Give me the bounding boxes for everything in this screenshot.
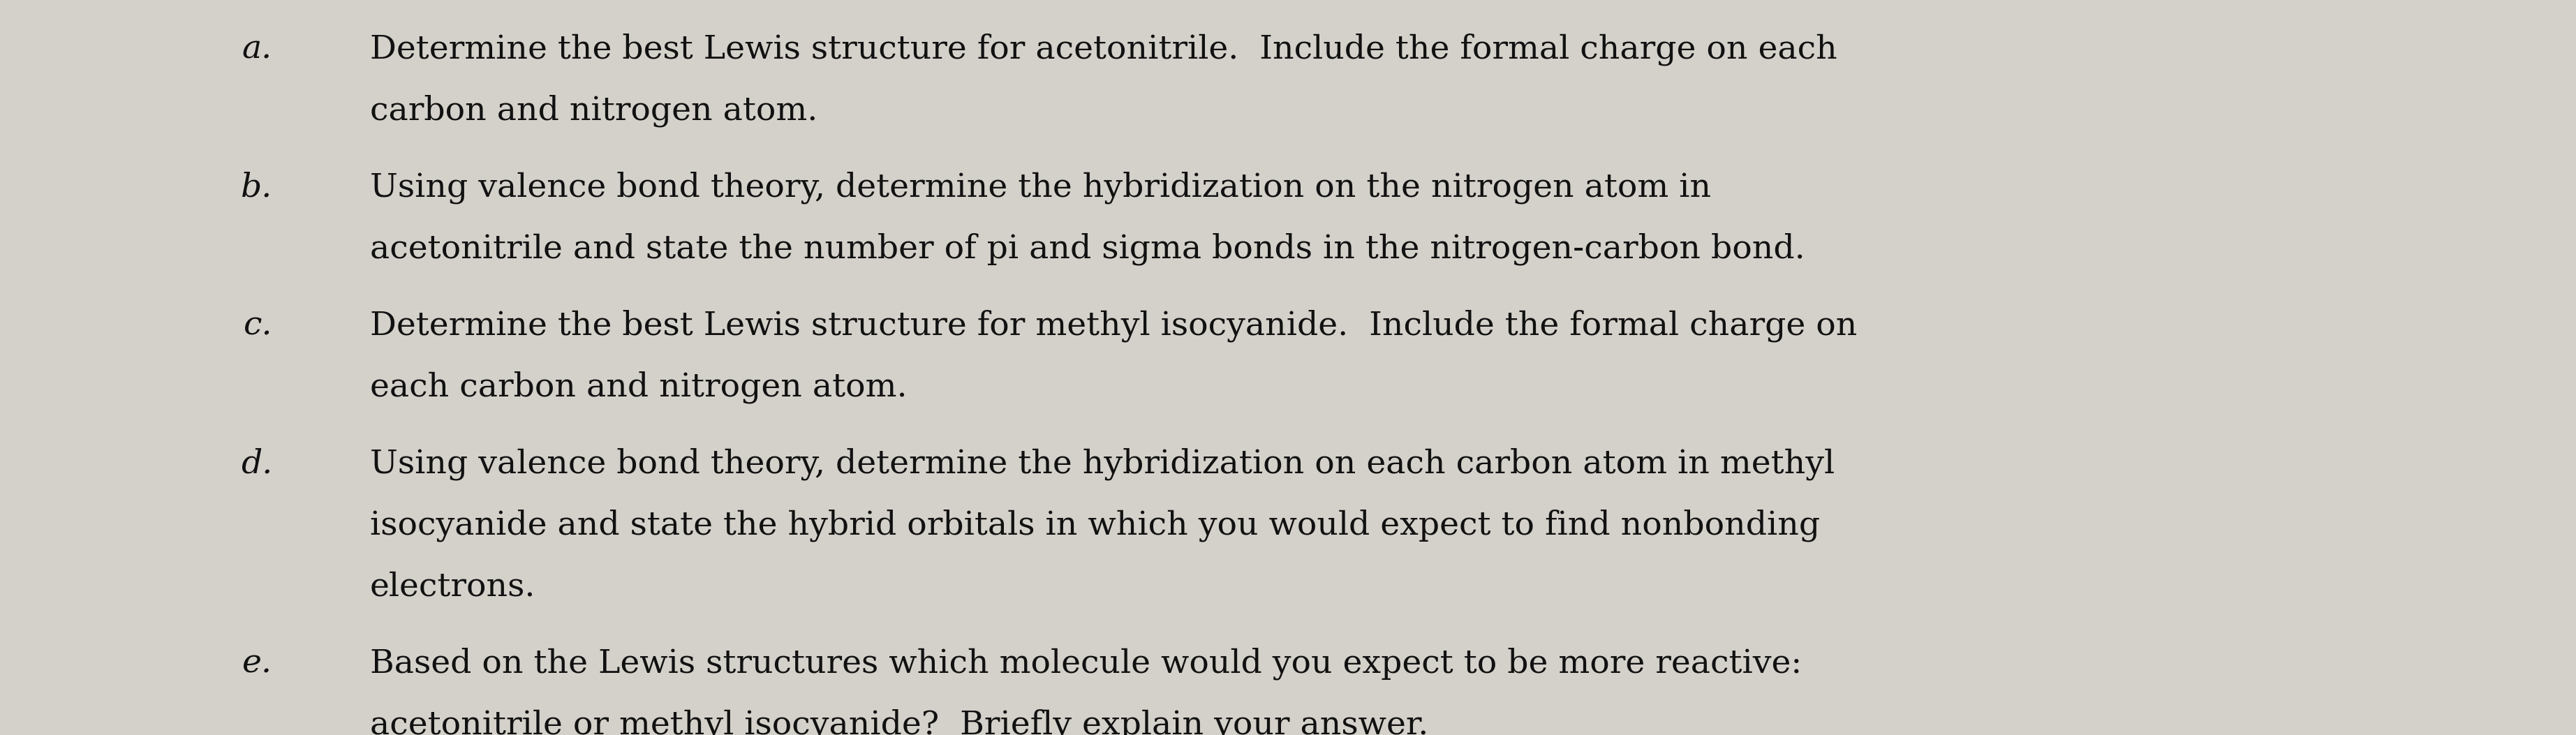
Text: each carbon and nitrogen atom.: each carbon and nitrogen atom. [371, 371, 907, 404]
Text: Based on the Lewis structures which molecule would you expect to be more reactiv: Based on the Lewis structures which mole… [371, 648, 1803, 680]
Text: Determine the best Lewis structure for methyl isocyanide.  Include the formal ch: Determine the best Lewis structure for m… [371, 310, 1857, 343]
Text: acetonitrile or methyl isocyanide?  Briefly explain your answer.: acetonitrile or methyl isocyanide? Brief… [371, 709, 1430, 735]
Text: a.: a. [242, 34, 273, 65]
Text: Determine the best Lewis structure for acetonitrile.  Include the formal charge : Determine the best Lewis structure for a… [371, 34, 1837, 66]
Text: electrons.: electrons. [371, 571, 536, 603]
Text: isocyanide and state the hybrid orbitals in which you would expect to find nonbo: isocyanide and state the hybrid orbitals… [371, 509, 1821, 542]
Text: acetonitrile and state the number of pi and sigma bonds in the nitrogen-carbon b: acetonitrile and state the number of pi … [371, 233, 1806, 265]
Text: b.: b. [240, 172, 273, 204]
Text: Using valence bond theory, determine the hybridization on each carbon atom in me: Using valence bond theory, determine the… [371, 448, 1834, 481]
Text: Using valence bond theory, determine the hybridization on the nitrogen atom in: Using valence bond theory, determine the… [371, 172, 1710, 204]
Text: d.: d. [240, 448, 273, 480]
Text: c.: c. [242, 310, 273, 342]
Text: e.: e. [242, 648, 273, 679]
Text: carbon and nitrogen atom.: carbon and nitrogen atom. [371, 95, 817, 127]
